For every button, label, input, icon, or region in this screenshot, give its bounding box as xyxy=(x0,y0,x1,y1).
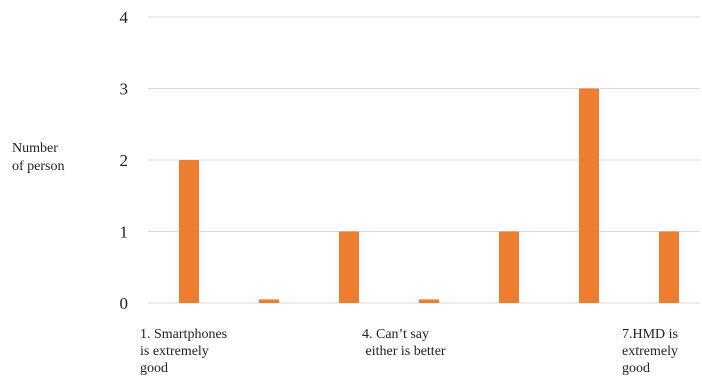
y-axis-label: Number of person xyxy=(12,141,65,174)
bar-5 xyxy=(499,231,519,303)
y-tick-label-4: 4 xyxy=(120,8,129,27)
bar-4 xyxy=(419,299,439,303)
y-tick-label-1: 1 xyxy=(120,223,129,242)
x-tick-label-7: 7.HMD is extremely good xyxy=(622,327,679,376)
bar-3 xyxy=(339,231,359,303)
bar-6 xyxy=(579,88,599,303)
bar-7 xyxy=(659,231,679,303)
gridlines xyxy=(148,16,700,304)
bar-2 xyxy=(259,299,279,303)
x-tick-label-1: 1. Smartphones is extremely good xyxy=(140,327,228,376)
bars xyxy=(179,88,679,303)
y-tick-label-0: 0 xyxy=(120,294,129,313)
y-tick-label-3: 3 xyxy=(120,80,129,99)
y-tick-labels: 0 1 2 3 4 xyxy=(120,8,129,313)
x-tick-label-4: 4. Can’t say either is better xyxy=(362,327,446,359)
y-tick-label-2: 2 xyxy=(120,151,129,170)
bar-1 xyxy=(179,160,199,303)
